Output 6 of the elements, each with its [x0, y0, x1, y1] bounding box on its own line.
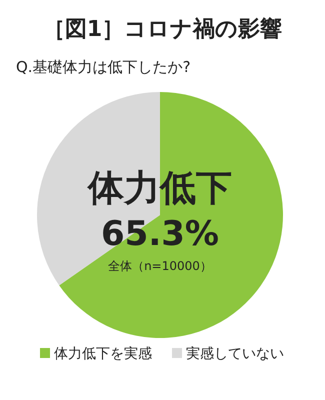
legend-label: 実感していない — [186, 346, 284, 362]
annotation: 全体（n=10000） — [108, 259, 212, 273]
legend-label: 体力低下を実感 — [54, 346, 152, 362]
title: ［図1］コロナ禍の影響 — [42, 17, 282, 42]
annotation: 体力低下 — [88, 168, 232, 209]
subtitle: Q.基礎体力は低下したか? — [16, 58, 191, 76]
